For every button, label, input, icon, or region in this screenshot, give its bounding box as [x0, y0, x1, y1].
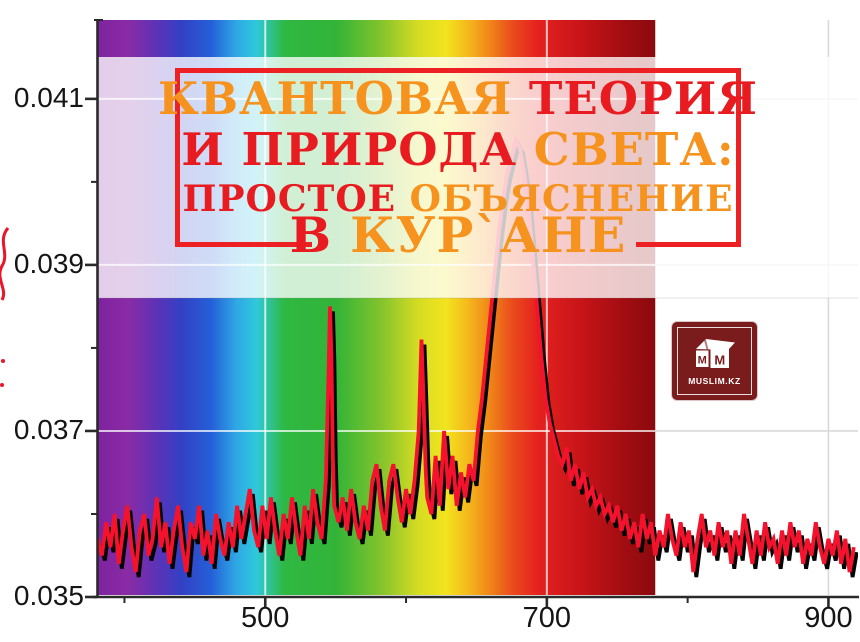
y-tick-label-0.041: 0.041	[13, 81, 84, 113]
white-overlay-band	[97, 57, 858, 298]
y-tick-label-0.039: 0.039	[13, 247, 84, 279]
title-frame-bottom-left-segment	[175, 242, 312, 247]
title-span: В	[289, 206, 351, 264]
title-line-4: В КУР`АНЕ	[135, 211, 781, 260]
title-span: ПРОСТОЕ	[182, 178, 410, 220]
title-line-1: КВАНТОВАЯ ТЕОРИЯ	[135, 76, 781, 121]
title-span: И ПРИРОДА	[181, 123, 534, 176]
x-tick-label-700: 700	[522, 602, 572, 634]
x-tick-label-900: 900	[804, 602, 853, 634]
title-frame-bottom-right-segment	[636, 242, 741, 247]
cube-letter-left: M	[697, 355, 706, 367]
y-tick-label-0.035: 0.035	[13, 580, 84, 611]
spectrum-curve	[97, 135, 856, 573]
title-span: ТЕОРИЯ	[528, 72, 758, 125]
y-axis-title-fragment	[0, 227, 10, 301]
title-span: СВЕТА:	[533, 123, 735, 176]
title-span: КВАНТОВАЯ	[158, 72, 529, 125]
kaaba-cube-icon: M M	[695, 339, 735, 368]
muslim-kz-logo: M M MUSLIM.KZ	[672, 322, 757, 400]
title-frame	[175, 68, 741, 247]
title-span: ОБЪЯСНЕНИЕ	[409, 178, 734, 220]
title-line-2: И ПРИРОДА СВЕТА:	[135, 127, 781, 172]
y-tick-label-0.037: 0.037	[13, 413, 84, 445]
cube-letter-right: M	[714, 353, 725, 368]
x-tick-label-500: 500	[241, 602, 290, 634]
logo-inner-frame: M M MUSLIM.KZ	[677, 327, 752, 395]
title-line-3: ПРОСТОЕ ОБЪЯСНЕНИЕ	[135, 181, 781, 217]
logo-caption: MUSLIM.KZ	[688, 376, 741, 386]
title-span: КУР`АНЕ	[350, 206, 627, 264]
